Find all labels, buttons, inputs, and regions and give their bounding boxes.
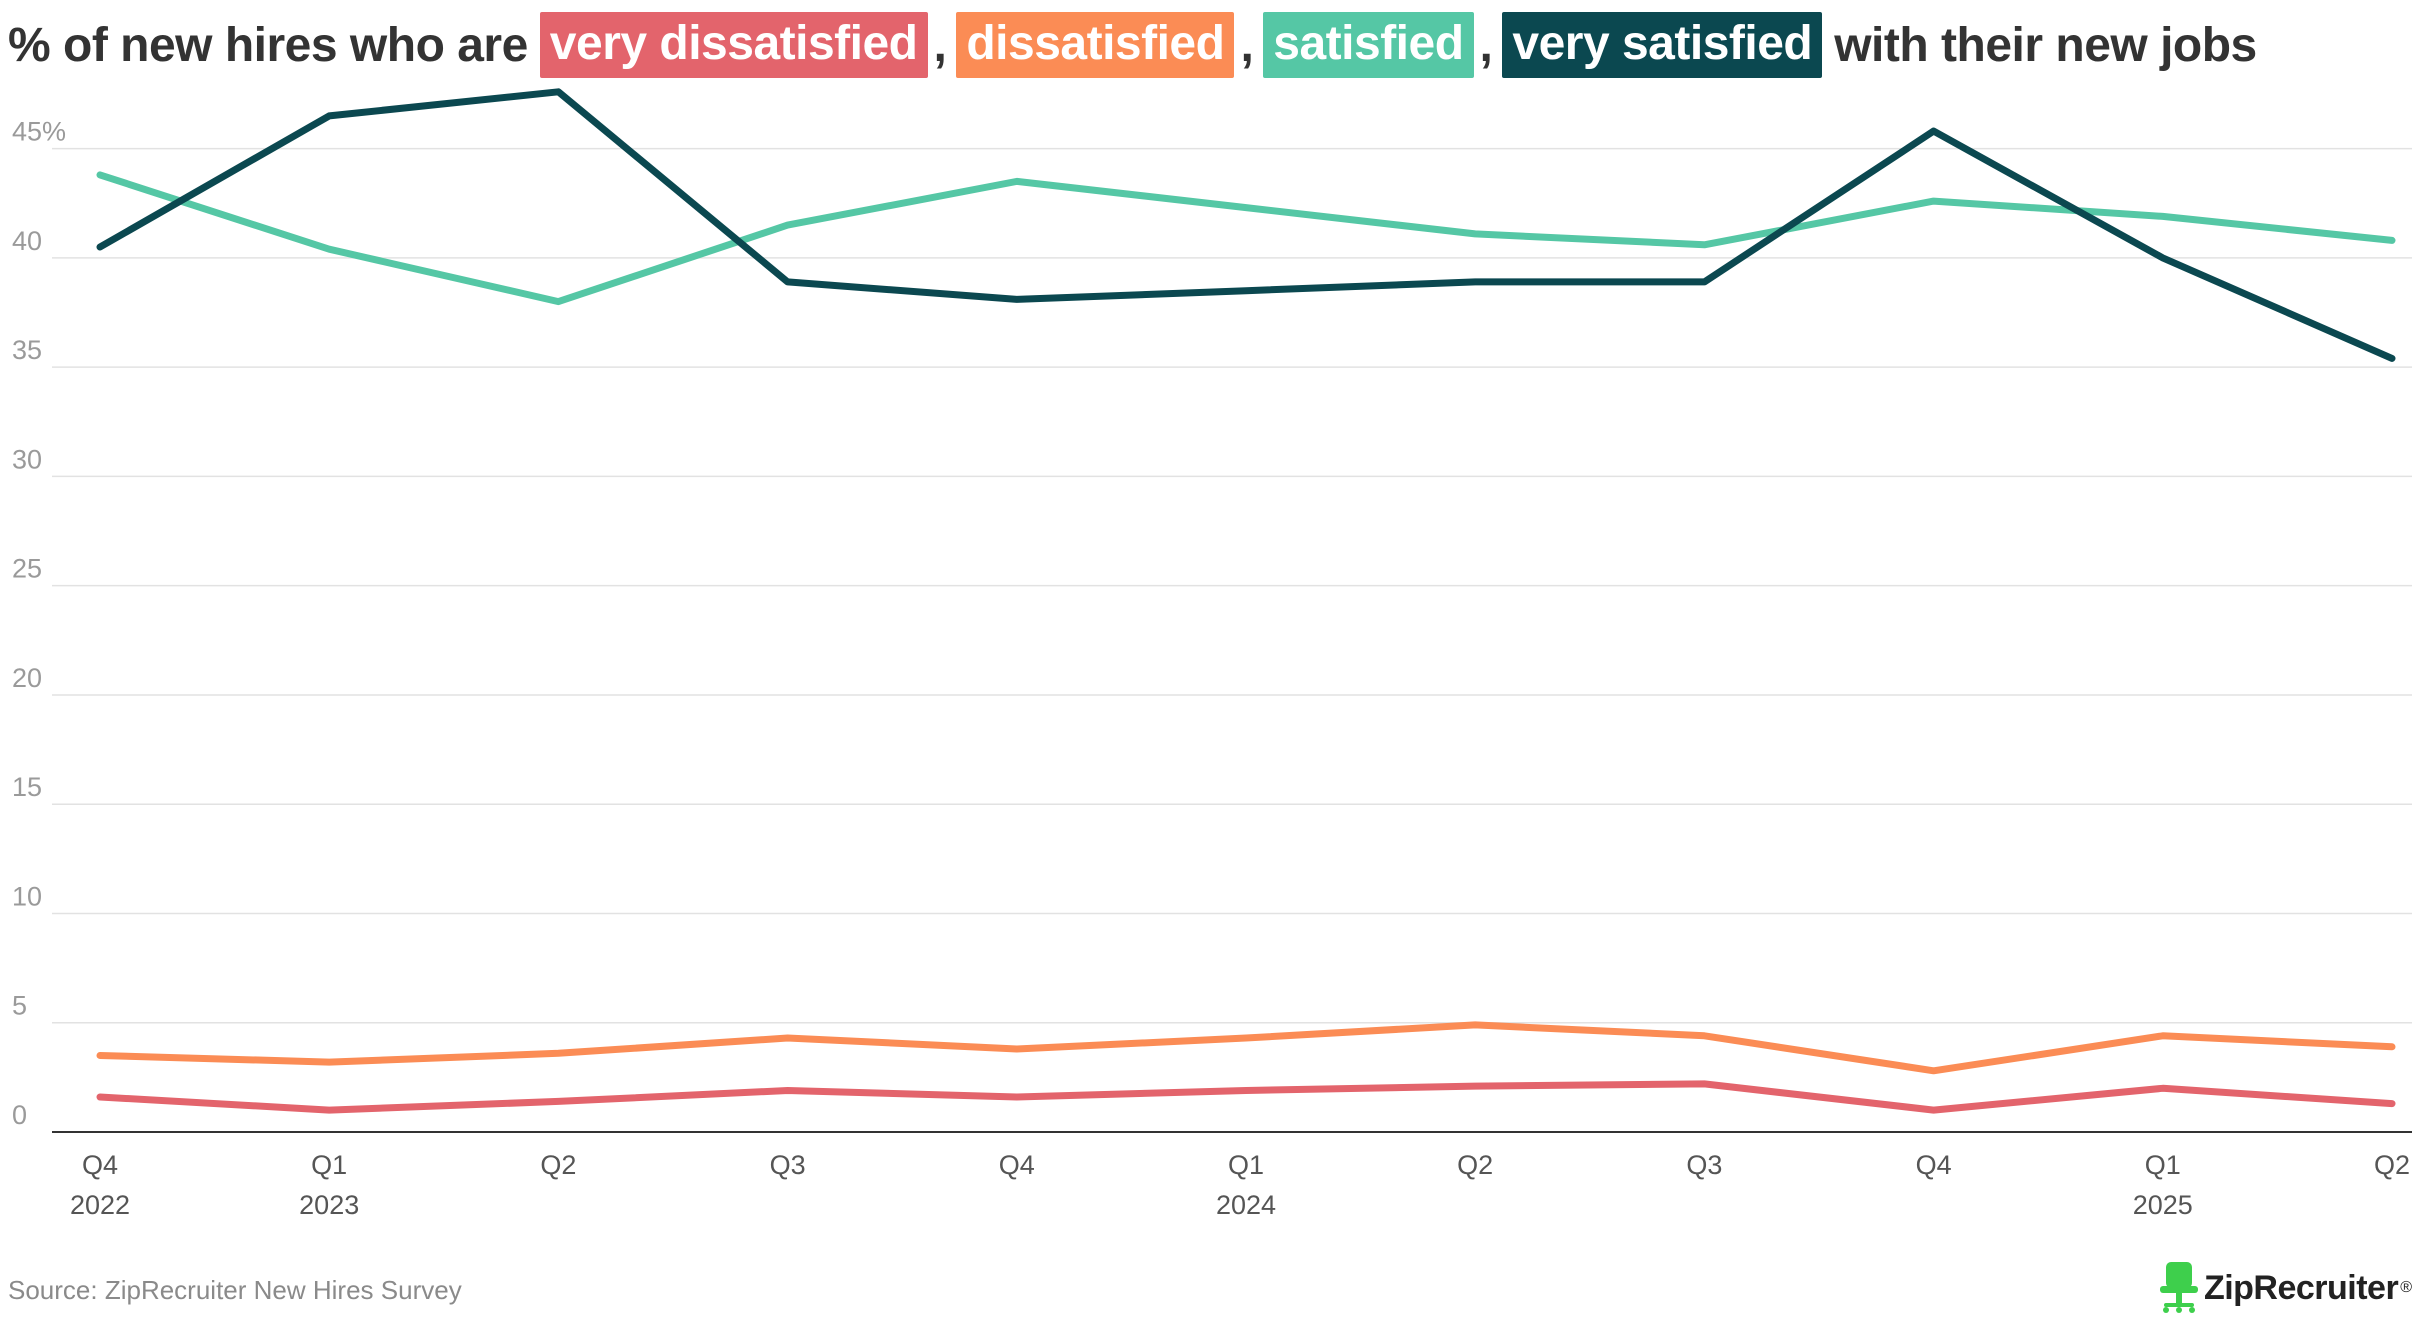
x-tick-label: Q1: [311, 1150, 347, 1180]
series-line-dissatisfied: [96, 1021, 2396, 1075]
brand-registered-mark: ®: [2400, 1279, 2412, 1296]
brand-name: ZipRecruiter: [2203, 1268, 2399, 1307]
series-line-very-dissatisfied: [96, 1080, 2396, 1114]
x-tick-label: Q1: [2145, 1150, 2181, 1180]
x-tick-label: Q4: [82, 1150, 118, 1180]
x-tick-year-label: 2022: [70, 1190, 130, 1220]
chart-title: % of new hires who are very dissatisfied…: [8, 10, 2257, 80]
gridlines: [52, 147, 2412, 1024]
y-tick-label: 30: [12, 444, 42, 474]
x-tick-label: Q2: [2374, 1150, 2410, 1180]
legend-very-dissatisfied: very dissatisfied: [539, 12, 928, 78]
series-lines: [96, 88, 2396, 1114]
x-tick-label: Q3: [1686, 1150, 1722, 1180]
title-prefix: % of new hires who are: [8, 18, 528, 72]
y-tick-label: 20: [12, 663, 42, 693]
x-tick-label: Q3: [770, 1150, 806, 1180]
legend-very-satisfied: very satisfied: [1502, 12, 1823, 78]
office-chair-icon: [2159, 1262, 2198, 1313]
source-note: Source: ZipRecruiter New Hires Survey: [8, 1275, 462, 1305]
y-tick-label: 45%: [12, 117, 66, 147]
x-tick-label: Q2: [540, 1150, 576, 1180]
x-tick-year-label: 2025: [2133, 1190, 2193, 1220]
x-tick-label: Q4: [999, 1150, 1035, 1180]
title-comma: ,: [1240, 18, 1254, 72]
y-tick-label: 15: [12, 772, 42, 802]
y-tick-label: 0: [12, 1100, 27, 1130]
x-tick-label: Q1: [1228, 1150, 1264, 1180]
y-tick-label: 40: [12, 226, 42, 256]
y-tick-label: 25: [12, 554, 42, 584]
y-tick-label: 10: [12, 881, 42, 911]
y-tick-label: 35: [12, 335, 42, 365]
legend-satisfied: satisfied: [1263, 12, 1474, 78]
y-axis-ticks: 0 5 10 15 20 25 30 35 40 45%: [12, 117, 66, 1130]
series-line-very-satisfied: [96, 88, 2396, 362]
x-tick-label: Q2: [1457, 1150, 1493, 1180]
x-tick-year-label: 2024: [1216, 1190, 1276, 1220]
legend-dissatisfied: dissatisfied: [956, 12, 1235, 78]
x-tick-label: Q4: [1916, 1150, 1952, 1180]
series-line-satisfied: [96, 171, 2396, 306]
brand-logo: ZipRecruiter ®: [2159, 1262, 2412, 1314]
title-suffix: with their new jobs: [1834, 18, 2257, 72]
x-axis-ticks: Q4 2022 Q1 2023 Q2 Q3 Q4 Q1 2024 Q2 Q3 Q4 Q1 2025 Q2: [70, 1150, 2410, 1220]
x-tick-year-label: 2023: [299, 1190, 359, 1220]
title-comma: ,: [933, 18, 947, 72]
y-tick-label: 5: [12, 991, 27, 1021]
title-comma: ,: [1479, 18, 1493, 72]
